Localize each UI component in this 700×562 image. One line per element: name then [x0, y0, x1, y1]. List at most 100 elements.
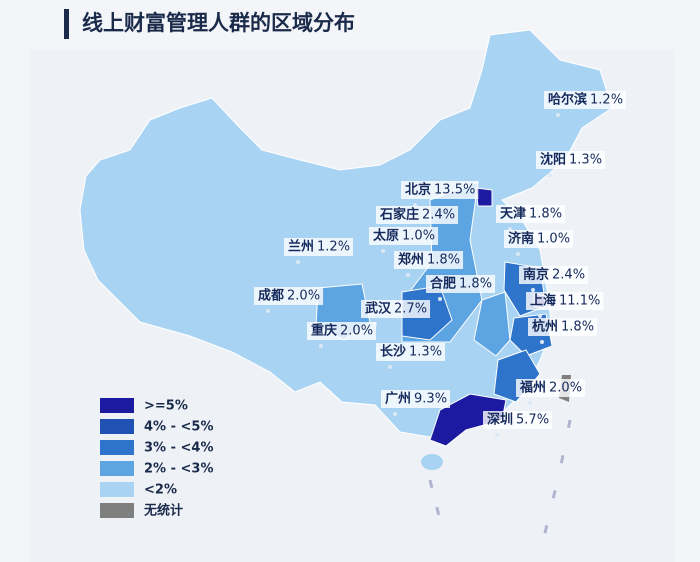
- province: [475, 187, 493, 207]
- legend-label: 2% - <3%: [144, 462, 213, 477]
- city-label: 深圳 5.7%: [483, 411, 553, 437]
- label-background: [361, 300, 431, 318]
- city-label: 长沙 1.3%: [376, 343, 446, 369]
- city-label: 福州 2.0%: [516, 379, 586, 405]
- city-label: 石家庄 2.4%: [376, 206, 459, 232]
- city-name: 上海: [530, 293, 556, 309]
- city-name: 沈阳: [540, 152, 566, 168]
- legend-swatch: [100, 461, 134, 476]
- city-name: 深圳: [487, 412, 513, 428]
- title-bar: [64, 9, 69, 39]
- label-background: [536, 151, 606, 169]
- city-dot: [495, 433, 499, 437]
- city-label: 兰州 1.2%: [284, 238, 354, 264]
- legend-label: 4% - <5%: [144, 420, 213, 435]
- label-background: [426, 275, 496, 293]
- label-background: [369, 227, 439, 245]
- city-name: 武汉: [365, 301, 392, 317]
- city-share: 1.3%: [409, 345, 442, 360]
- city-dot: [388, 365, 392, 369]
- city-label: 武汉 2.7%: [361, 300, 431, 326]
- city-name: 成都: [258, 288, 284, 304]
- label-background: [516, 379, 586, 397]
- label-background: [519, 266, 589, 284]
- city-name: 哈尔滨: [548, 92, 587, 108]
- label-background: [284, 238, 354, 256]
- legend-label: <2%: [144, 483, 177, 498]
- legend-label: 3% - <4%: [144, 441, 213, 456]
- legend-swatch: [100, 419, 134, 434]
- city-name: 济南: [508, 231, 534, 247]
- title: 线上财富管理人群的区域分布: [82, 11, 355, 35]
- city-label: 重庆 2.0%: [307, 322, 377, 348]
- city-share: 1.8%: [427, 253, 460, 268]
- city-dot: [548, 173, 552, 177]
- label-background: [528, 318, 598, 336]
- city-share: 1.8%: [529, 207, 562, 222]
- label-background: [394, 251, 464, 269]
- label-background: [376, 343, 446, 361]
- city-dot: [556, 113, 560, 117]
- city-name: 太原: [372, 228, 399, 244]
- city-share: 5.7%: [516, 413, 549, 428]
- city-label: 上海 11.1%: [526, 292, 604, 318]
- city-label: 北京 13.5%: [401, 181, 479, 207]
- city-dot: [393, 412, 397, 416]
- city-name: 南京: [523, 267, 549, 283]
- city-share: 2.4%: [422, 208, 455, 223]
- city-name: 广州: [385, 391, 411, 407]
- city-share: 13.5%: [434, 183, 475, 198]
- city-labels: 哈尔滨 1.2%沈阳 1.3%北京 13.5%石家庄 2.4% 天津 1.8%太原 1.0% 济…: [254, 91, 627, 437]
- label-background: [544, 91, 627, 109]
- city-label: 天津 1.8%: [496, 205, 566, 231]
- label-background: [376, 206, 459, 224]
- city-share: 11.1%: [559, 294, 600, 309]
- city-label: 南京 2.4%: [519, 266, 589, 292]
- legend-label: 无统计: [143, 503, 183, 519]
- city-share: 2.0%: [340, 324, 373, 339]
- city-name: 郑州: [398, 252, 424, 268]
- label-background: [307, 322, 377, 340]
- city-share: 2.0%: [549, 381, 582, 396]
- label-background: [401, 181, 479, 199]
- city-share: 1.3%: [569, 153, 602, 168]
- city-dot: [406, 273, 410, 277]
- city-name: 重庆: [311, 323, 337, 339]
- city-dot: [531, 288, 535, 292]
- city-name: 合肥: [430, 276, 456, 292]
- city-share: 9.3%: [414, 392, 447, 407]
- city-dot: [516, 252, 520, 256]
- island: [421, 454, 443, 470]
- label-background: [254, 287, 324, 305]
- city-name: 杭州: [532, 319, 558, 335]
- city-share: 2.0%: [287, 289, 320, 304]
- city-label: 杭州 1.8%: [528, 318, 598, 344]
- city-share: 1.2%: [590, 93, 623, 108]
- city-label: 哈尔滨 1.2%: [544, 91, 627, 117]
- label-background: [504, 230, 574, 248]
- label-background: [381, 390, 451, 408]
- city-dot: [381, 249, 385, 253]
- sea-border: [538, 419, 572, 556]
- city-label: 郑州 1.8%: [394, 251, 464, 277]
- city-dot: [538, 314, 542, 318]
- city-dot: [438, 297, 442, 301]
- city-dot: [319, 344, 323, 348]
- city-dot: [296, 260, 300, 264]
- city-share: 1.0%: [402, 229, 435, 244]
- city-label: 太原 1.0%: [369, 227, 439, 253]
- city-name: 兰州: [288, 239, 314, 255]
- city-share: 1.8%: [561, 320, 594, 335]
- city-dot: [266, 309, 270, 313]
- city-name: 石家庄: [379, 207, 419, 223]
- legend-swatch: [100, 482, 134, 497]
- province: [473, 291, 511, 357]
- city-label: 成都 2.0%: [254, 287, 324, 313]
- legend-swatch: [100, 503, 134, 518]
- city-label: 济南 1.0%: [504, 230, 574, 256]
- city-share: 2.4%: [552, 268, 585, 283]
- city-dot: [528, 401, 532, 405]
- legend-swatch: [100, 398, 134, 413]
- city-name: 福州: [519, 380, 546, 396]
